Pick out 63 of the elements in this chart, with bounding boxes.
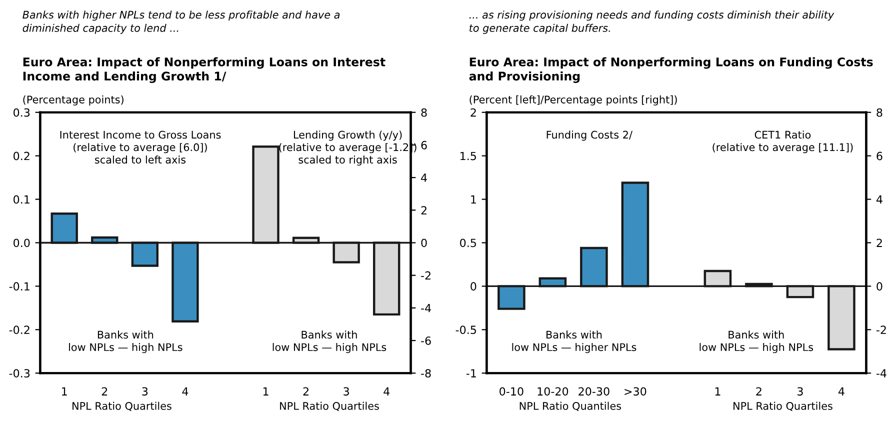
y-tick-label: -0.5 — [456, 326, 476, 334]
y-tick-label: 0.2 — [14, 152, 30, 160]
y2-tick-label: 2 — [421, 206, 426, 214]
x-tick-label: 2 — [303, 387, 308, 396]
y2-tick-label: 0 — [876, 282, 882, 291]
y2-tick-label: 4 — [421, 174, 427, 182]
y-tick-label: -0.2 — [9, 326, 30, 334]
x-tick-label: 10-20 — [538, 387, 568, 396]
y2-tick-label: 8 — [876, 108, 882, 117]
text: NPL Ratio Quantiles — [520, 402, 622, 412]
x-tick-label: 3 — [344, 387, 349, 396]
x-tick-label: 1 — [62, 387, 67, 396]
y-tick-label: 0.0 — [14, 238, 30, 248]
y2-tick-label: -2 — [421, 271, 430, 280]
y-tick-label: -0.3 — [9, 369, 30, 378]
y-tick-label: 0.5 — [460, 238, 476, 248]
x-tick-label: 2 — [102, 387, 108, 396]
annotation: Banks with low NPLs — high NPLs — [69, 330, 182, 354]
x-tick-label: 4 — [838, 387, 844, 396]
x-tick-label: 1 — [715, 387, 720, 396]
x-tick-label: 3 — [142, 387, 148, 396]
chart-title: Euro Area: Impact of Nonperforming Loans on Interest Income and Lending Growth 1/ — [23, 57, 386, 83]
chart-subtitle: ... as rising provisioning needs and funding costs diminish their ability to generate capital buffers. — [469, 10, 834, 34]
y2-tick-label: -4 — [876, 369, 886, 378]
y2-tick-label: 8 — [421, 108, 427, 117]
annotation: Banks with low NPLs — high NPLs — [272, 330, 386, 354]
y2-tick-label: 6 — [876, 152, 882, 160]
chart-title: Euro Area: Impact of Nonperforming Loans on Funding Costs and Provisioning — [469, 57, 873, 83]
y2-tick-label: -2 — [876, 326, 886, 334]
y-tick-label: 1.5 — [460, 152, 476, 160]
x-tick-label: 0-10 — [500, 387, 524, 396]
y2-tick-label: -4 — [421, 304, 431, 312]
x-tick-label: 1 — [263, 387, 268, 396]
chart-subtitle: Banks with higher NPLs tend to be less profitable and have a diminished capacity to lend ... — [22, 10, 340, 34]
x-tick-label: >30 — [624, 387, 646, 396]
y-axis-title: (Percentage points) — [23, 95, 124, 106]
text: NPL Ratio Quartiles — [280, 402, 379, 412]
text: NPL Ratio Quartiles — [734, 402, 832, 412]
y2-tick-label: 4 — [876, 195, 882, 204]
y-tick-label: -0.1 — [9, 282, 30, 291]
y-tick-label: 0.3 — [14, 108, 30, 117]
annotation: Banks with low NPLs — high NPLs — [700, 330, 814, 354]
y-axis-title: (Percent [left]/Percentage points [right]) — [470, 95, 677, 106]
text: NPL Ratio Quartiles — [72, 402, 172, 412]
y-tick-label: -1 — [466, 369, 476, 378]
annotation: Funding Costs 2/ — [546, 130, 632, 141]
y2-tick-label: 6 — [421, 140, 427, 150]
annotation: Interest Income to Gross Loans (relative to average [6.0]) scaled to left axis — [60, 130, 221, 164]
x-tick-label: 4 — [384, 387, 390, 396]
y2-tick-label: -6 — [421, 336, 431, 345]
annotation: Banks with low NPLs — higher NPLs — [512, 330, 636, 354]
y2-tick-label: -8 — [421, 369, 431, 378]
y2-tick-label: 0 — [421, 238, 427, 248]
y-tick-label: 1 — [471, 195, 476, 204]
x-tick-label: 2 — [756, 387, 762, 396]
annotation: CET1 Ratio (relative to average [11.1]) — [712, 130, 853, 154]
y-tick-label: 0.1 — [14, 195, 30, 204]
y2-tick-label: 2 — [876, 238, 882, 247]
x-tick-label: 4 — [182, 387, 188, 396]
y-tick-label: 0 — [470, 282, 476, 291]
y-tick-label: 2 — [470, 108, 476, 117]
x-tick-label: 20-30 — [578, 387, 610, 396]
x-tick-label: 3 — [798, 387, 803, 396]
